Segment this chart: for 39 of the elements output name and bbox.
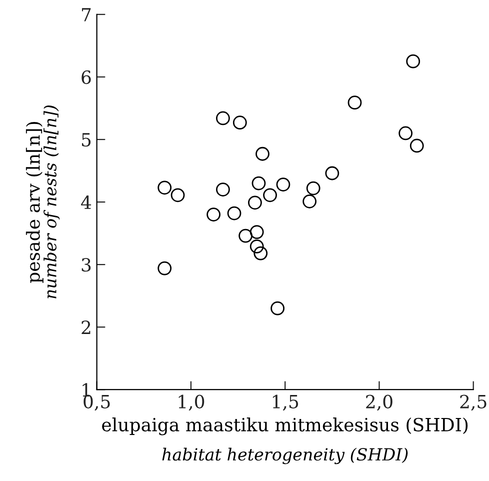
point [158, 261, 172, 276]
point [270, 301, 284, 316]
point [348, 96, 362, 110]
point [410, 138, 424, 153]
point [263, 188, 277, 202]
x-tick-label: 0,5 [84, 394, 110, 411]
point [216, 182, 230, 196]
point [306, 181, 320, 196]
x-tick-label: 2,5 [460, 394, 486, 411]
point [254, 246, 268, 260]
x-tick-label: 2,0 [366, 394, 392, 411]
point [227, 206, 242, 220]
point [250, 225, 264, 239]
text: elupaiga maastiku mitmekesisus (SHDI) habitat heterogeneity (SHDI) [102, 418, 468, 464]
point [232, 116, 247, 130]
point [250, 239, 264, 254]
y-tick-label: 1 [82, 383, 90, 396]
point [238, 228, 252, 243]
point [276, 178, 290, 192]
y-tick-label: 5 [82, 133, 91, 147]
x-tick-label: 1,5 [272, 394, 298, 411]
point [302, 194, 317, 208]
y-tick-label: 2 [82, 320, 90, 334]
point [158, 180, 172, 195]
point [406, 54, 420, 68]
point [398, 126, 413, 140]
y-axis-title: pesade arv (ln[n]) number of nests (ln[n]) [26, 106, 60, 298]
y-tick-label: 7 [82, 8, 91, 22]
point [206, 208, 220, 222]
y-tick-label: 4 [81, 195, 92, 209]
point [256, 146, 270, 161]
point [252, 176, 266, 190]
point [325, 166, 340, 180]
y-tick-label: 3 [82, 258, 91, 272]
point [170, 188, 185, 202]
y-tick-label: 6 [82, 70, 91, 84]
x-tick-label: 1,0 [178, 394, 204, 411]
point [248, 196, 262, 210]
point [216, 111, 230, 126]
